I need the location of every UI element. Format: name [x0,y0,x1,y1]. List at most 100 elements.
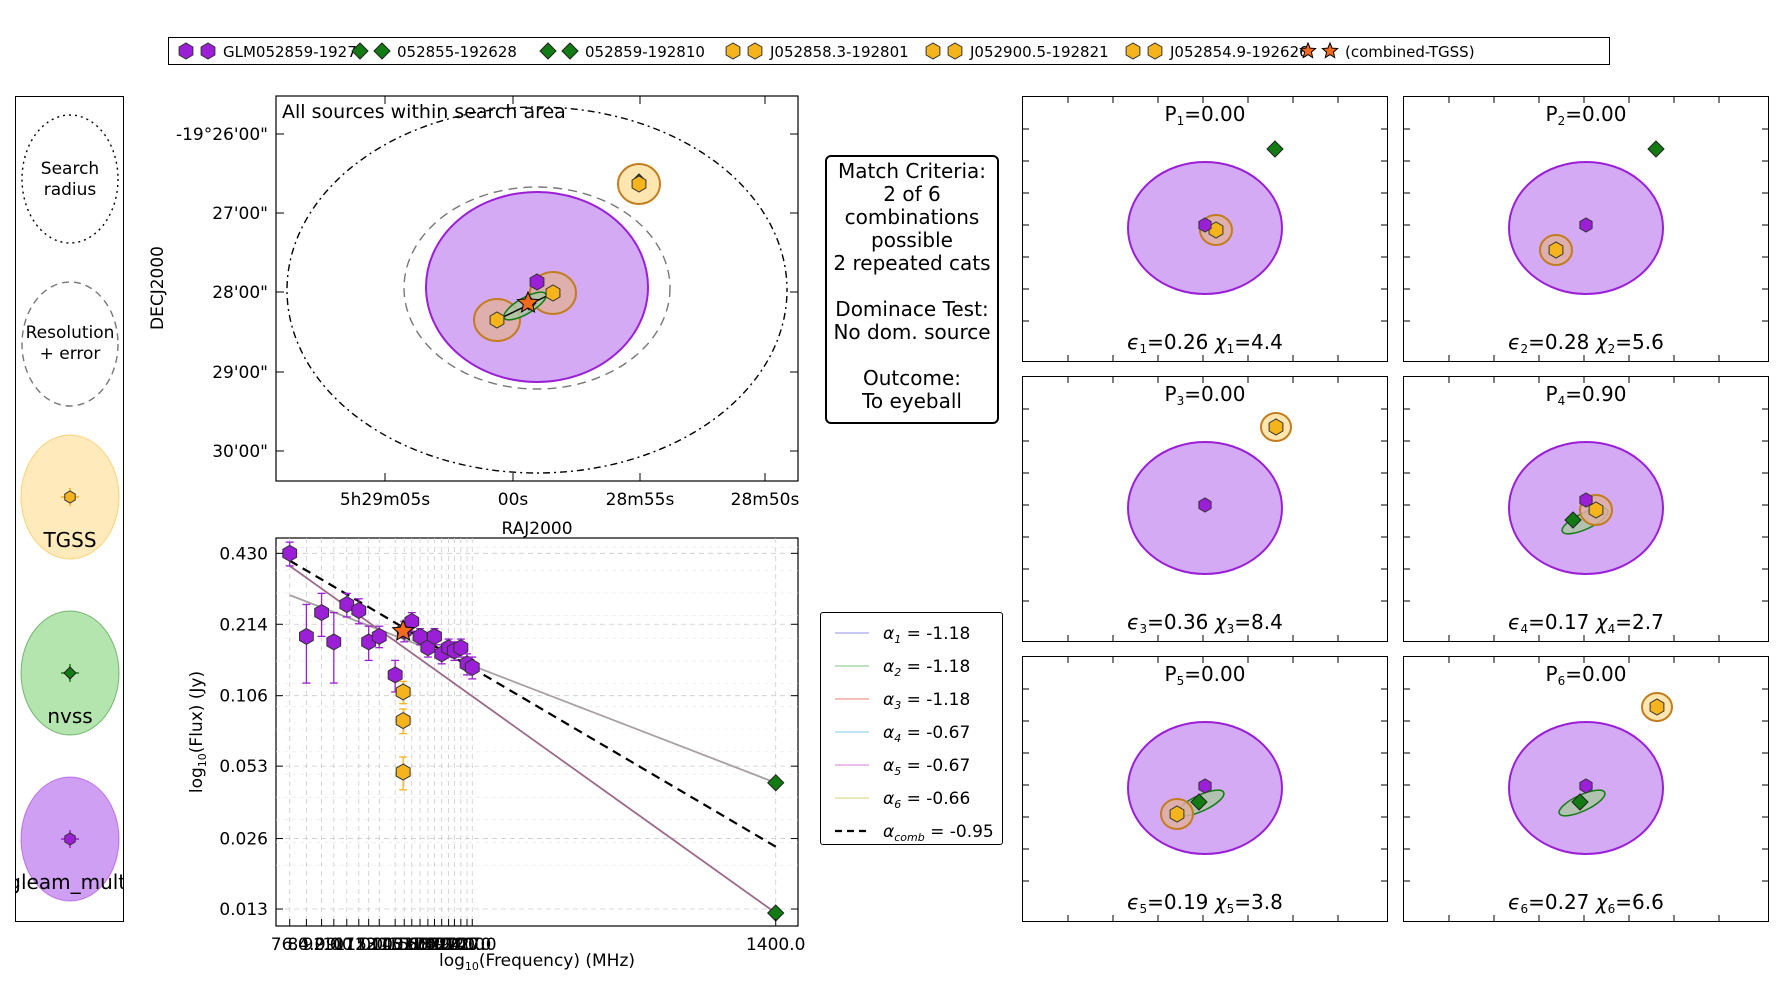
resolution-label-2: + error [40,344,101,364]
diamond-legend-marker [561,42,579,60]
nvss-source-marker [1190,793,1208,811]
resolution-label-1: Resolution [26,323,115,343]
key-catalogs: TGSS nvss gleam_multi [8,434,132,902]
match-text-line: possible [871,228,953,252]
combination-panel: P5=0.00 ϵ5=0.19 χ5=3.8 [1022,656,1388,922]
combination-svg: P4=0.90 ϵ4=0.17 χ4=2.7 [1404,377,1768,641]
panel-stats: ϵ4=0.17 χ4=2.7 [1508,610,1664,636]
sed-xtick-label: 107.0 [322,935,371,955]
hexagon-legend-marker [200,42,216,60]
sed-point-hexagon [326,633,342,651]
gleam-source-marker [1579,778,1593,794]
gleam-source-marker [1579,217,1593,233]
sky-xlabel: RAJ2000 [501,519,572,539]
sed-xtick-label: 143.0 [371,935,420,955]
sed-xtick-label: 166.0 [396,935,445,955]
combination-panel: P3=0.00 ϵ3=0.36 χ3=8.4 [1022,376,1388,642]
gleam-source-marker [1198,497,1212,513]
gleam-source-marker [529,273,545,291]
sed-ytick-label: 0.214 [219,615,268,635]
hexagon-legend-marker [747,42,763,60]
match-text-line: Dominace Test: [835,297,989,321]
legend-entry: J052854.9-192626 [1125,42,1309,61]
sed-xtick-label: 158.0 [387,935,436,955]
panel-probability: P4=0.90 [1546,382,1627,408]
hexagon-legend-marker [725,42,741,60]
sed-fit-line [289,559,777,848]
sky-xtick-label: 28m55s [606,490,675,510]
combination-svg: P6=0.00 ϵ6=0.27 χ6=6.6 [1404,657,1768,921]
sed-ytick-label: 0.026 [219,830,268,850]
sed-legend-label: α4 = -0.67 [883,723,970,745]
match-criteria-box: Match Criteria: 2 of 6 combinations possibl… [825,155,999,424]
panel-stats: ϵ3=0.36 χ3=8.4 [1127,610,1283,636]
sky-xtick-label: 5h29m05s [340,490,430,510]
sed-legend-label: α2 = -1.18 [883,657,970,679]
sed-point-hexagon [464,658,480,676]
sky-ticks: 5h29m05s 00s 28m55s 28m50s -19°26'00" 27'00" 2… [176,96,800,510]
sky-ytick-label: -19°26'00" [176,125,268,145]
catalog-name: nvss [47,704,92,728]
tgss-source-marker [1169,805,1185,823]
sky-xtick-label: 00s [498,490,529,510]
sed-xtick-label: 174.0 [404,935,453,955]
legend-entry: GLM052859-1927 [178,42,357,61]
tgss-source-marker [1588,501,1604,519]
panel-stats: ϵ1=0.26 χ1=4.4 [1127,330,1283,356]
panel-probability: P2=0.00 [1546,102,1627,128]
sed-fit-line [289,565,777,914]
tgss-source-marker [631,175,647,193]
tgss-source-marker [1268,418,1284,436]
legend-entry: 052859-192810 [539,42,705,61]
panel-stats: ϵ6=0.27 χ6=6.6 [1508,890,1664,916]
legend-label: (combined-TGSS) [1345,43,1475,61]
sed-xtick-label: 227.0 [448,935,497,955]
combination-svg: P1=0.00 ϵ1=0.26 χ1=4.4 [1023,97,1387,361]
match-text-line [827,275,997,298]
sed-legend-label: α5 = -0.67 [883,756,970,778]
sky-svg: All sources within search area RAJ2000 D… [148,95,800,539]
gleam-source-marker [1198,217,1212,233]
sed-xtick-label: 1400.0 [746,935,805,955]
match-text-line [827,344,997,367]
search-label-2: radius [44,180,97,200]
sed-points [282,541,785,922]
sed-xtick-label: 220.0 [443,935,492,955]
catalog-name: gleam_multi [16,870,123,894]
tgss-source-marker [489,311,505,329]
legend-label: J052900.5-192821 [969,43,1109,61]
sed-ytick-label: 0.053 [219,757,268,777]
legend-entry: J052858.3-192801 [725,42,909,61]
sed-xtick-label: 189.0 [417,935,466,955]
resolution-ellipse [403,186,671,390]
panel-stats: ϵ2=0.28 χ2=5.6 [1508,330,1664,356]
star-legend-marker [1299,41,1317,59]
sed-point-hexagon [395,683,411,701]
sed-xtick-label: 197.0 [424,935,473,955]
gleam-source-marker [1579,492,1593,508]
sky-ylabel: DECJ2000 [148,246,168,330]
hexagon-legend-marker [1125,42,1141,60]
sed-legend: α1 = -1.18 α2 = -1.18 α3 = -1.18 α4 = -0.67… [820,612,1003,845]
sed-xtick-label: 92.0 [303,935,341,955]
sky-content [286,106,788,474]
diamond-catalog-marker [63,666,77,680]
sed-xtick-label: 181.0 [410,935,459,955]
sky-xtick-label: 28m50s [731,490,800,510]
sed-point-hexagon [395,712,411,730]
match-text-line: 2 repeated cats [833,251,991,275]
sed-xtick-label: 115.0 [334,935,383,955]
search-label-1: Search [41,159,99,179]
gleam-source-marker [1198,778,1212,794]
sed-point-hexagon [314,604,329,622]
catalog-name: TGSS [42,528,96,552]
sed-legend-label: α3 = -1.18 [883,690,970,712]
match-text-line: To eyeball [862,389,962,413]
sed-plot: 0.430 0.214 0.106 0.053 0.026 0.013 76.0 84.0 92… [180,530,820,984]
panel-stats: ϵ5=0.19 χ5=3.8 [1127,890,1283,916]
nvss-source-marker [1266,140,1284,158]
combination-panel: P4=0.90 ϵ4=0.17 χ4=2.7 [1403,376,1769,642]
resolution-ellipse [21,281,119,407]
sed-point-hexagon [351,601,367,620]
sed-point-hexagon [282,544,298,562]
